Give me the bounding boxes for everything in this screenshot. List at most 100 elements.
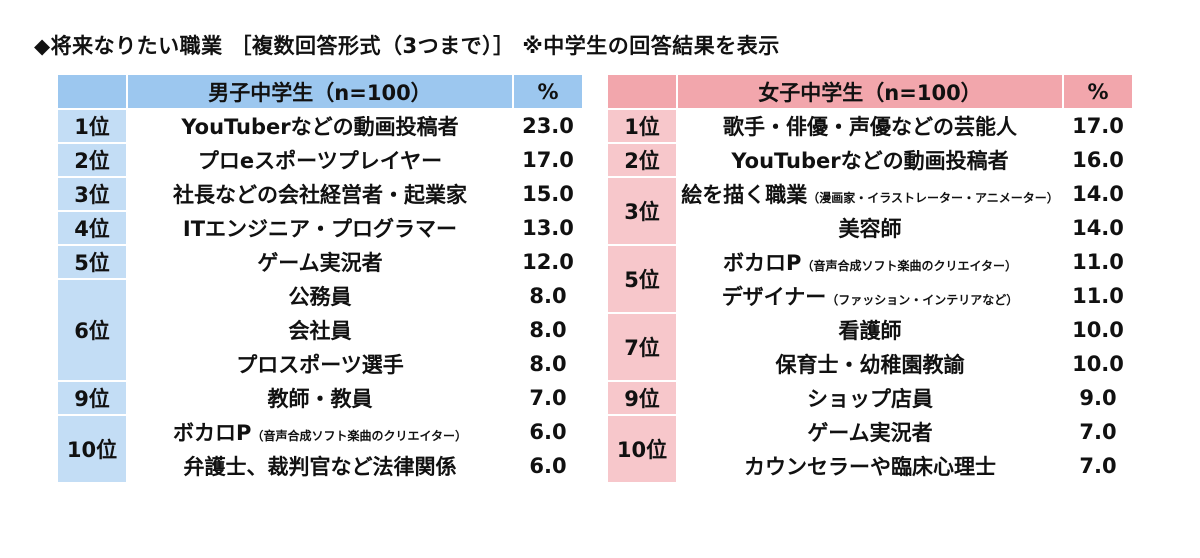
rank-cell: 5位 [606, 244, 678, 314]
percent-cell: 12.0 [512, 244, 584, 280]
job-cell: 公務員 [126, 278, 514, 314]
table-row: 7位 看護師 10.0 [606, 312, 1134, 382]
rank-cell: 5位 [56, 244, 128, 280]
job-cell: プロeスポーツプレイヤー [126, 142, 514, 178]
boys-percent-header: % [512, 73, 584, 110]
job-cell: 美容師 [676, 210, 1064, 246]
percent-cell: 15.0 [512, 176, 584, 212]
rank-cell: 2位 [56, 142, 128, 178]
rank-cell: 10位 [606, 414, 678, 484]
rank-cell: 2位 [606, 142, 678, 178]
percent-cell: 11.0 [1062, 278, 1134, 314]
job-cell: 保育士・幼稚園教諭 [676, 346, 1064, 382]
job-cell: 絵を描く職業（漫画家・イラストレーター・アニメーター） [676, 176, 1064, 212]
table-row: 1位 歌手・俳優・声優などの芸能人 17.0 [606, 108, 1134, 144]
job-cell: 看護師 [676, 312, 1064, 348]
percent-cell: 14.0 [1062, 176, 1134, 212]
percent-cell: 9.0 [1062, 380, 1134, 416]
table-row: 2位 YouTuberなどの動画投稿者 16.0 [606, 142, 1134, 178]
table-row: 3位 社長などの会社経営者・起業家 15.0 [56, 176, 584, 212]
table-row: 5位 ボカロP（音声合成ソフト楽曲のクリエイター） 11.0 [606, 244, 1134, 314]
percent-cell: 7.0 [1062, 414, 1134, 450]
percent-cell: 7.0 [1062, 448, 1134, 484]
table-row: カウンセラーや臨床心理士 7.0 [607, 448, 1134, 484]
boys-rank-header [56, 73, 128, 110]
table-row: 2位 プロeスポーツプレイヤー 17.0 [56, 142, 584, 178]
table-row: 美容師 14.0 [607, 210, 1134, 246]
job-cell: YouTuberなどの動画投稿者 [676, 142, 1064, 178]
girls-percent-header: % [1062, 73, 1134, 110]
rank-cell: 1位 [606, 108, 678, 144]
percent-cell: 16.0 [1062, 142, 1134, 178]
job-note: （音声合成ソフト楽曲のクリエイター） [801, 259, 1017, 273]
job-cell: 教師・教員 [126, 380, 514, 416]
percent-cell: 14.0 [1062, 210, 1134, 246]
table-row: 保育士・幼稚園教諭 10.0 [607, 346, 1134, 382]
girls-group-header: 女子中学生（n=100） [676, 73, 1064, 110]
percent-cell: 8.0 [512, 278, 584, 314]
rank-cell: 10位 [56, 414, 128, 484]
percent-cell: 6.0 [512, 414, 584, 450]
table-row: 9位 教師・教員 7.0 [56, 380, 584, 416]
rank-cell: 6位 [56, 278, 128, 382]
table-row: 3位 絵を描く職業（漫画家・イラストレーター・アニメーター） 14.0 [606, 176, 1134, 246]
table-row: 5位 ゲーム実況者 12.0 [56, 244, 584, 280]
girls-rank-header [606, 73, 678, 110]
table-row: 10位 ゲーム実況者 7.0 [606, 414, 1134, 484]
rank-cell: 4位 [56, 210, 128, 246]
rank-cell: 9位 [606, 380, 678, 416]
job-label: ボカロP [723, 251, 802, 275]
job-cell: 会社員 [126, 312, 514, 348]
percent-cell: 11.0 [1062, 244, 1134, 280]
percent-cell: 17.0 [1062, 108, 1134, 144]
job-note: （音声合成ソフト楽曲のクリエイター） [251, 429, 467, 443]
job-cell: 歌手・俳優・声優などの芸能人 [676, 108, 1064, 144]
job-cell: ショップ店員 [676, 380, 1064, 416]
job-cell: ボカロP（音声合成ソフト楽曲のクリエイター） [126, 414, 514, 450]
table-row: 6位 公務員 8.0 [56, 278, 584, 382]
percent-cell: 7.0 [512, 380, 584, 416]
job-cell: 弁護士、裁判官など法律関係 [126, 448, 514, 484]
percent-cell: 8.0 [512, 346, 584, 382]
table-row: デザイナー（ファッション・インテリアなど） 11.0 [607, 278, 1134, 314]
boys-group-header: 男子中学生（n=100） [126, 73, 514, 110]
job-label: ボカロP [173, 421, 252, 445]
table-row: 9位 ショップ店員 9.0 [606, 380, 1134, 416]
job-cell: ITエンジニア・プログラマー [126, 210, 514, 246]
rank-cell: 1位 [56, 108, 128, 144]
job-cell: デザイナー（ファッション・インテリアなど） [676, 278, 1064, 314]
girls-ranking-table: 女子中学生（n=100） % 1位 歌手・俳優・声優などの芸能人 17.0 2位… [606, 73, 1134, 484]
boys-header-row: 男子中学生（n=100） % [56, 73, 584, 110]
percent-cell: 23.0 [512, 108, 584, 144]
boys-ranking-table: 男子中学生（n=100） % 1位 YouTuberなどの動画投稿者 23.0 … [56, 73, 584, 484]
job-cell: YouTuberなどの動画投稿者 [126, 108, 514, 144]
percent-cell: 17.0 [512, 142, 584, 178]
table-row: 4位 ITエンジニア・プログラマー 13.0 [56, 210, 584, 246]
percent-cell: 6.0 [512, 448, 584, 484]
rank-cell: 3位 [56, 176, 128, 212]
job-label: デザイナー [721, 285, 827, 309]
rank-cell: 7位 [606, 312, 678, 382]
table-row: 弁護士、裁判官など法律関係 6.0 [57, 448, 584, 484]
job-cell: ゲーム実況者 [126, 244, 514, 280]
percent-cell: 13.0 [512, 210, 584, 246]
job-cell: プロスポーツ選手 [126, 346, 514, 382]
job-cell: ゲーム実況者 [676, 414, 1064, 450]
rank-cell: 9位 [56, 380, 128, 416]
table-row: 会社員 8.0 [57, 312, 584, 348]
job-note: （ファッション・インテリアなど） [826, 293, 1019, 307]
percent-cell: 10.0 [1062, 346, 1134, 382]
table-row: 1位 YouTuberなどの動画投稿者 23.0 [56, 108, 584, 144]
job-cell: カウンセラーや臨床心理士 [676, 448, 1064, 484]
rank-cell: 3位 [606, 176, 678, 246]
job-cell: ボカロP（音声合成ソフト楽曲のクリエイター） [676, 244, 1064, 280]
percent-cell: 10.0 [1062, 312, 1134, 348]
job-label: 絵を描く職業 [681, 183, 808, 207]
girls-header-row: 女子中学生（n=100） % [606, 73, 1134, 110]
percent-cell: 8.0 [512, 312, 584, 348]
table-row: 10位 ボカロP（音声合成ソフト楽曲のクリエイター） 6.0 [56, 414, 584, 484]
page-title: ◆将来なりたい職業 ［複数回答形式（3つまで）］ ※中学生の回答結果を表示 [34, 34, 780, 58]
job-cell: 社長などの会社経営者・起業家 [126, 176, 514, 212]
table-row: プロスポーツ選手 8.0 [57, 346, 584, 382]
job-note: （漫画家・イラストレーター・アニメーター） [807, 191, 1059, 205]
